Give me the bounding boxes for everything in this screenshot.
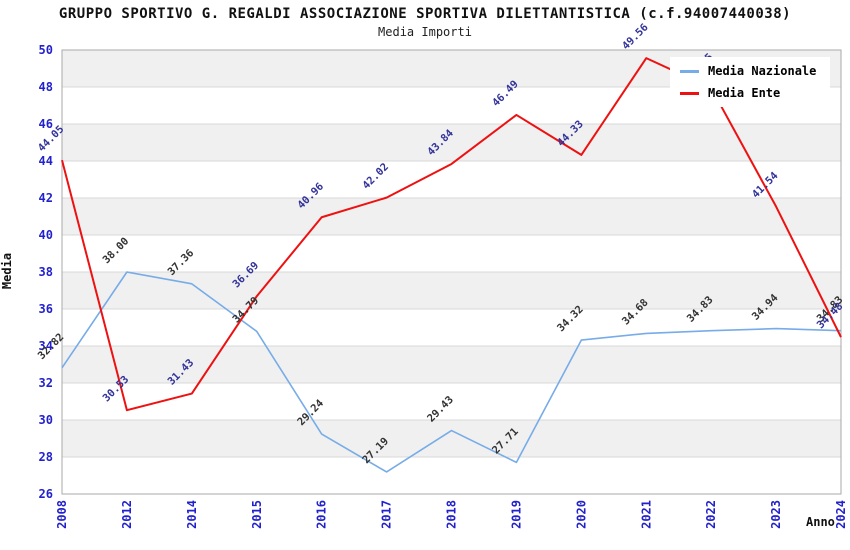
legend-line-swatch-nazionale [680, 69, 699, 73]
x-tick-label: 2021 [639, 500, 653, 529]
y-tick-label: 48 [39, 80, 53, 94]
chart-title: GRUPPO SPORTIVO G. REGALDI ASSOCIAZIONE … [58, 6, 792, 22]
grid-band [62, 198, 841, 235]
grid-band [62, 346, 841, 383]
grid-band [62, 383, 841, 420]
y-tick-label: 42 [39, 191, 53, 205]
x-tick-label: 2020 [574, 500, 588, 529]
y-tick-label: 32 [39, 376, 53, 390]
y-tick-label: 44 [39, 154, 53, 168]
x-tick-label: 2016 [315, 500, 329, 529]
y-tick-label: 28 [39, 450, 53, 464]
x-tick-label: 2017 [380, 500, 394, 529]
x-tick-label: 2014 [185, 500, 199, 529]
x-tick-label: 2018 [445, 500, 459, 529]
chart-subtitle: Media Importi [378, 25, 472, 39]
grid-band [62, 309, 841, 346]
x-axis-title: Anno [806, 515, 835, 529]
x-tick-label: 2015 [250, 500, 264, 529]
point-value-label: 49.56 [620, 21, 651, 52]
y-tick-label: 38 [39, 265, 53, 279]
y-tick-label: 26 [39, 487, 53, 501]
legend: Media Nazionale Media Ente [670, 57, 831, 107]
legend-item-media-nazionale: Media Nazionale [680, 64, 816, 78]
grid-band [62, 161, 841, 198]
plot-border [61, 49, 842, 495]
legend-label: Media Nazionale [708, 64, 817, 78]
y-axis-title: Media [0, 252, 14, 290]
grid-band [62, 124, 841, 161]
legend-label: Media Ente [708, 86, 781, 100]
grid-band [62, 457, 841, 494]
x-tick-label: 2012 [120, 500, 134, 529]
x-tick-label: 2008 [55, 500, 69, 529]
y-tick-label: 30 [39, 413, 53, 427]
y-tick-label: 34 [39, 339, 53, 353]
x-tick-label: 2024 [834, 500, 848, 529]
x-tick-label: 2023 [769, 500, 783, 529]
legend-item-media-ente: Media Ente [680, 86, 816, 100]
y-tick-label: 46 [39, 117, 53, 131]
grid-band [62, 235, 841, 272]
legend-line-swatch-ente [680, 91, 699, 95]
y-tick-label: 50 [39, 43, 53, 57]
series-line-media-nazionale [61, 271, 842, 473]
x-tick-label: 2022 [704, 500, 718, 529]
x-tick-label: 2019 [509, 500, 523, 529]
y-tick-label: 36 [39, 302, 53, 316]
y-tick-label: 40 [39, 228, 53, 242]
grid-band [62, 420, 841, 457]
grid-band [62, 272, 841, 309]
